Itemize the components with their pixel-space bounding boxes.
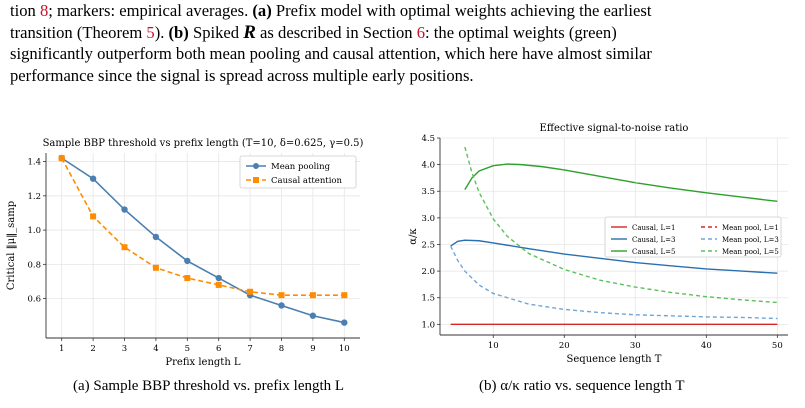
y-tick-label: 2.5	[421, 240, 435, 250]
data-point	[184, 275, 191, 282]
legend-marker	[253, 177, 259, 183]
x-axis-label: Prefix length L	[165, 357, 241, 368]
chart-snr: 10 20 30 40 50 1.0 1.5 2.0 2.5 3.0 3.5 4.0 4.5 Effect…	[408, 123, 788, 365]
legend-label: Mean pool, L=5	[722, 248, 779, 256]
data-point	[152, 264, 159, 271]
x-tick-label: 30	[630, 341, 641, 351]
caption-text: as described in Section	[255, 22, 417, 42]
y-tick-label: 0.6	[27, 295, 41, 305]
section-ref-link[interactable]: 8	[39, 1, 49, 20]
x-tick-label: 10	[488, 341, 499, 351]
series-line-0	[61, 157, 345, 324]
x-tick-label: 3	[122, 344, 127, 354]
series-line-2	[450, 239, 778, 274]
y-tick-label: 1.5	[421, 294, 435, 304]
data-point	[121, 206, 128, 213]
x-tick-label: 6	[216, 344, 221, 354]
y-tick-label: 4.5	[421, 134, 435, 144]
figure-caption: tion 8; markers: empirical averages. (a)…	[10, 0, 796, 86]
x-tick-label: 10	[339, 344, 350, 354]
caption-text: Prefix model with optimal weights achiev…	[271, 1, 652, 20]
data-point	[89, 175, 97, 182]
caption-line-4: performance since the signal is spread a…	[10, 65, 474, 85]
legend-label: Causal, L=5	[632, 248, 675, 256]
matrix-symbol: R	[243, 21, 256, 43]
data-point	[90, 213, 97, 220]
y-tick-label: 3.5	[421, 187, 435, 197]
y-axis-label: α/κ	[408, 228, 419, 245]
data-point	[184, 257, 191, 265]
y-tick-label: 1.0	[27, 226, 41, 236]
caption-line-3: significantly outperform both mean pooli…	[10, 44, 652, 63]
y-tick-label: 1.0	[421, 320, 435, 330]
x-tick-label: 8	[279, 344, 284, 354]
panel-a-label: (a)	[252, 1, 272, 20]
x-axis-label: Sequence length T	[567, 354, 662, 365]
series-line-5	[464, 146, 778, 304]
data-point	[121, 244, 128, 251]
x-tick-label: 40	[701, 341, 712, 351]
theorem-ref-link[interactable]: 5	[146, 22, 155, 42]
data-point	[215, 274, 222, 282]
panel-b-label: (b)	[168, 22, 189, 42]
y-tick-label: 4.0	[421, 161, 435, 171]
series-line-3	[450, 245, 778, 320]
x-tick-label: 5	[185, 344, 190, 354]
data-point	[309, 292, 316, 299]
legend-label: Mean pooling	[271, 162, 331, 172]
caption-line-2: transition (Theorem 5). (b) Spiked R as …	[10, 22, 796, 44]
legend-box	[239, 155, 357, 189]
y-tick-label: 0.8	[27, 260, 41, 270]
legend-box	[604, 216, 782, 258]
data-point	[278, 292, 285, 299]
legend-marker	[253, 163, 259, 169]
legend-label: Causal, L=1	[632, 224, 675, 232]
x-tick-label: 7	[247, 344, 252, 354]
data-point	[247, 288, 254, 295]
x-tick-label: 20	[559, 341, 570, 351]
legend-label: Causal, L=3	[632, 236, 675, 244]
caption-text: tion	[10, 1, 40, 20]
x-tick-label: 50	[772, 341, 783, 351]
data-point	[278, 302, 285, 309]
series-line-1	[60, 157, 345, 296]
x-tick-label: 1	[59, 344, 64, 354]
y-tick-label: 1.4	[27, 158, 41, 168]
legend-label: Mean pool, L=1	[722, 224, 779, 232]
y-tick-label: 3.0	[421, 214, 435, 224]
data-point	[309, 312, 317, 319]
x-tick-label: 9	[310, 344, 315, 354]
chart-title: Effective signal-to-noise ratio	[540, 123, 689, 134]
caption-text: Spiked	[188, 22, 244, 42]
subcaption-b: (b) α/κ ratio vs. sequence length T	[479, 378, 685, 394]
legend-label: Causal attention	[271, 176, 343, 186]
data-point	[341, 319, 348, 326]
subcaption-a: (a) Sample BBP threshold vs. prefix leng…	[73, 378, 345, 394]
legend-label: Mean pool, L=3	[722, 236, 779, 244]
data-point	[152, 233, 160, 241]
caption-text: ; markers: empirical averages.	[48, 1, 253, 20]
series-line-4	[464, 163, 778, 203]
data-point	[341, 292, 348, 299]
caption-text: : the optimal weights (green)	[425, 22, 617, 42]
section-ref-link[interactable]: 6	[416, 22, 426, 42]
x-tick-label: 4	[153, 344, 158, 354]
y-axis-label: Critical ‖μ‖_samp	[6, 201, 17, 290]
y-tick-label: 2.0	[421, 267, 435, 277]
caption-text: transition (Theorem	[10, 22, 147, 42]
data-point	[58, 155, 65, 162]
y-tick-label: 1.2	[27, 192, 41, 202]
x-tick-label: 2	[90, 344, 95, 354]
caption-text: ).	[154, 22, 169, 42]
data-point	[215, 281, 222, 288]
chart-title: Sample BBP threshold vs prefix length (T…	[43, 138, 364, 149]
caption-line-1: tion 8; markers: empirical averages. (a)…	[10, 0, 796, 22]
